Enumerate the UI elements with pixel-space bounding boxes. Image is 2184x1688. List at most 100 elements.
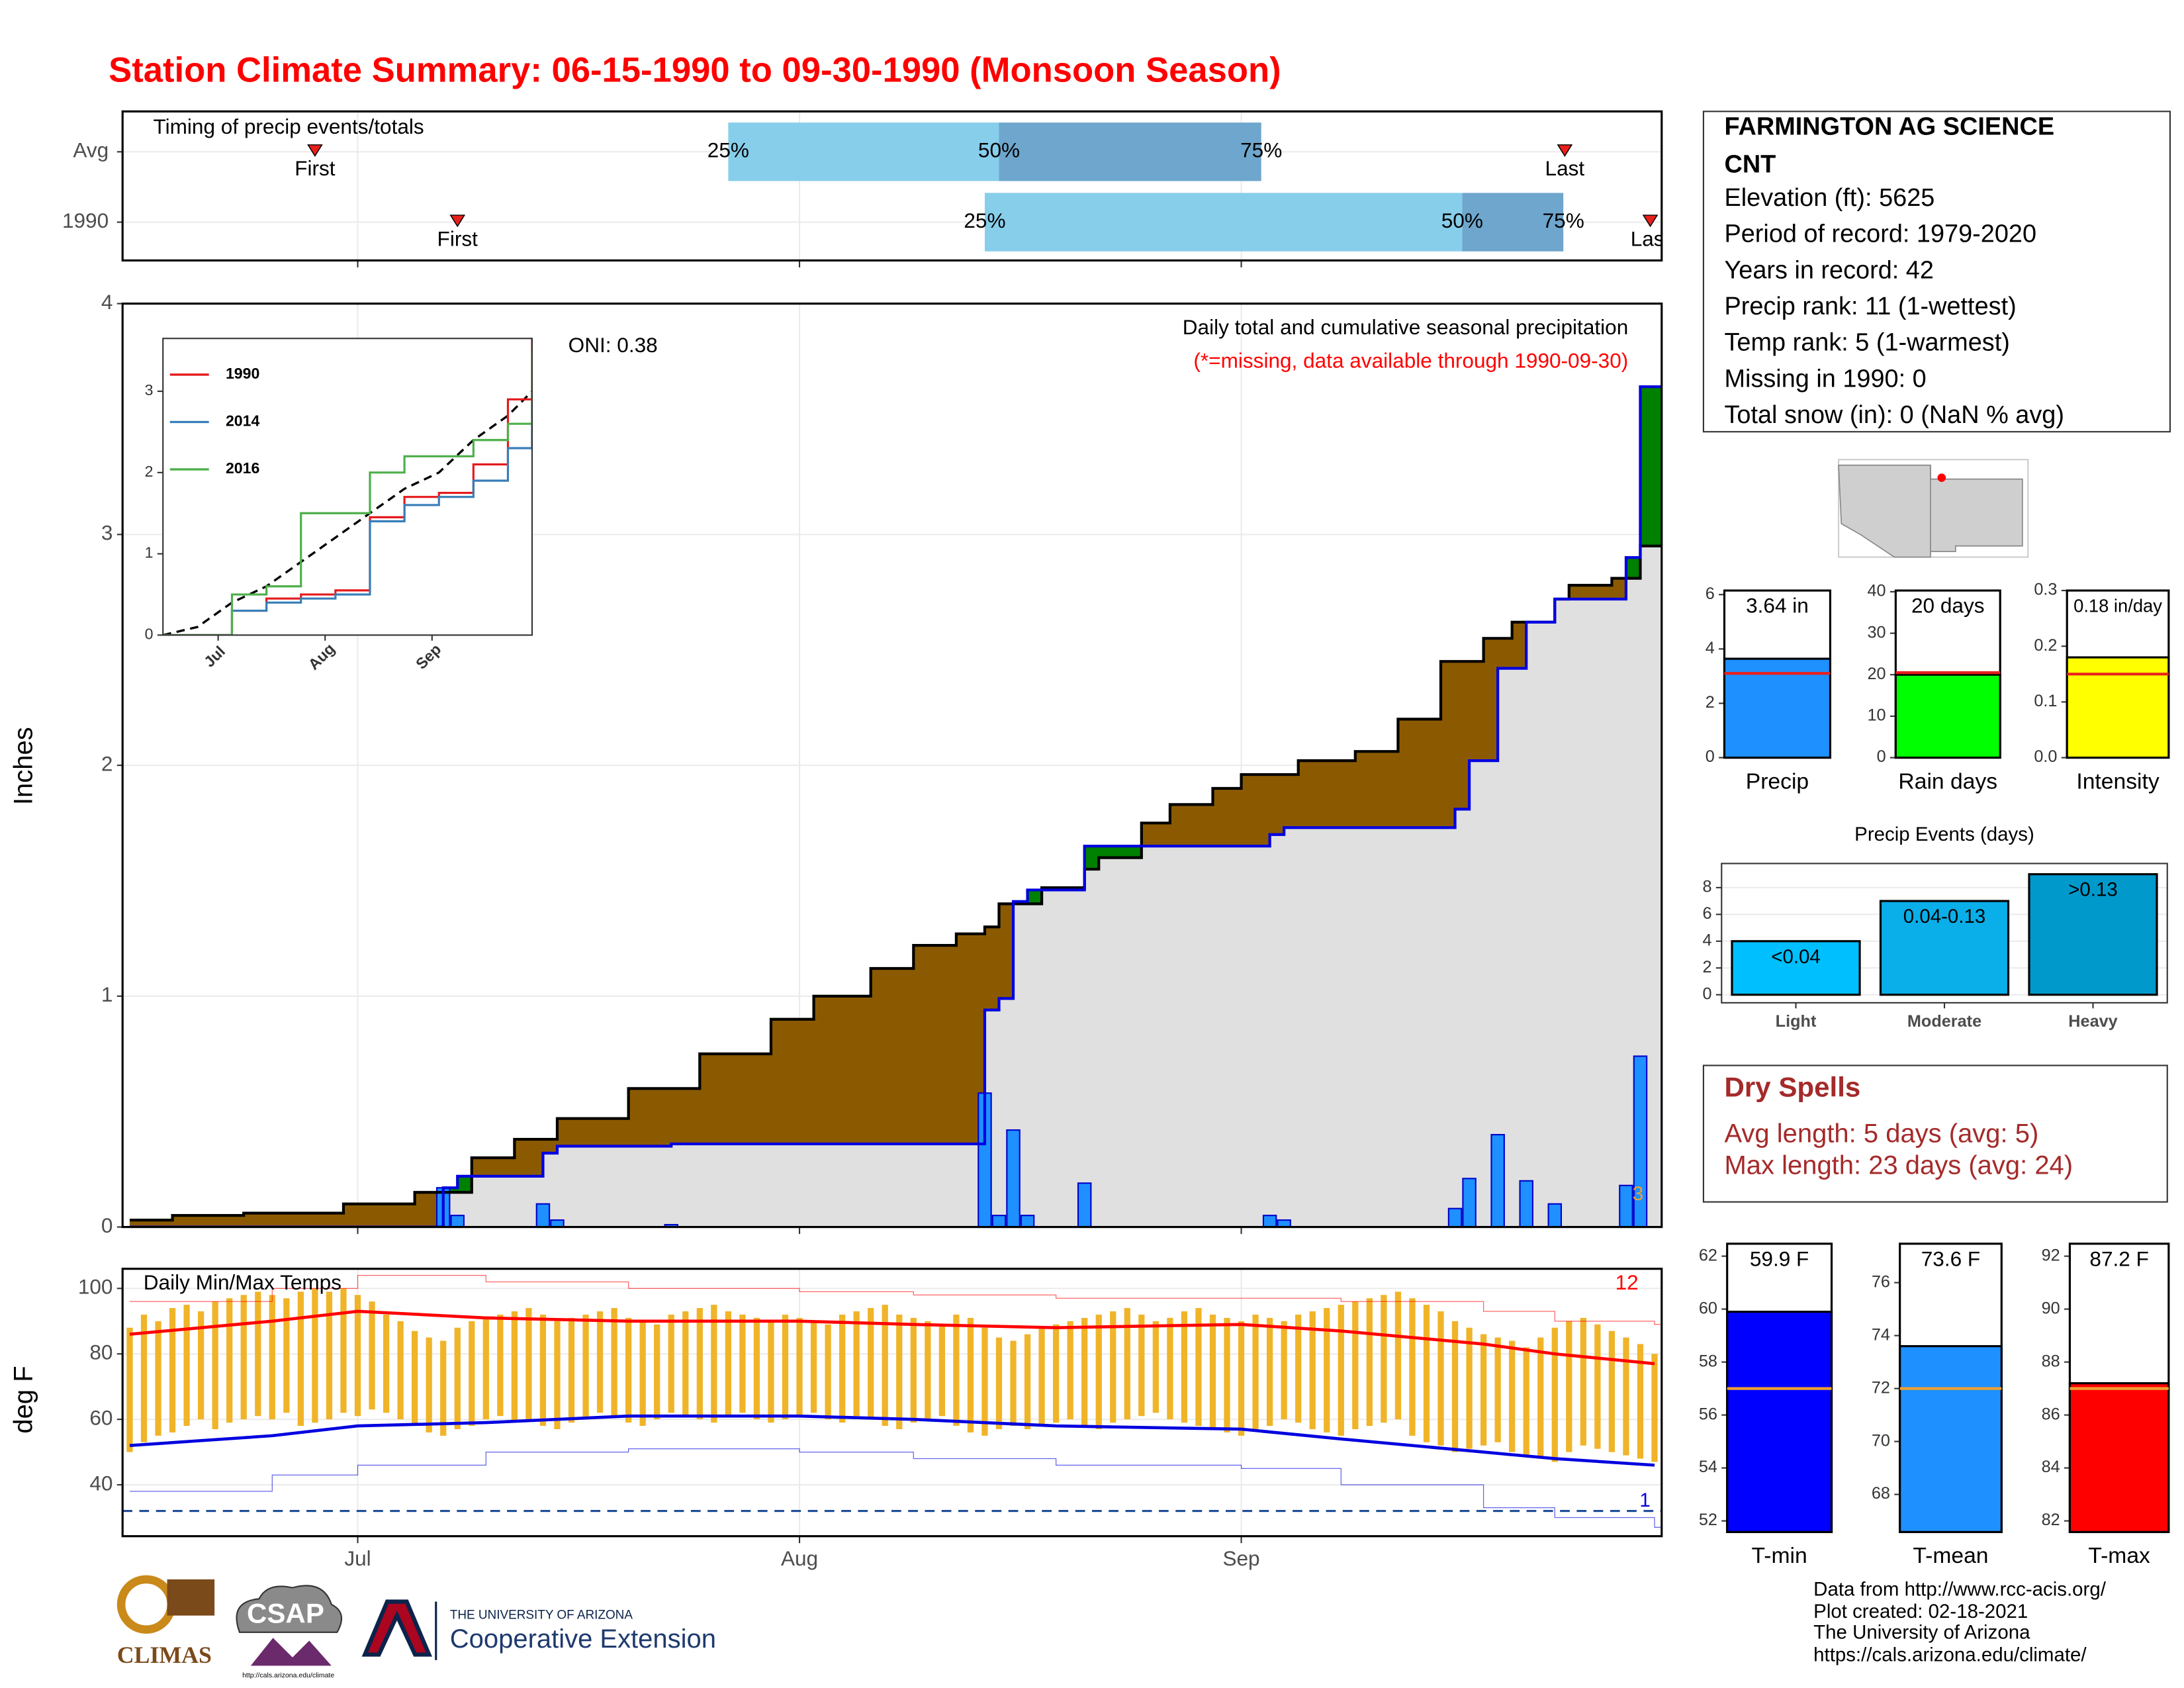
y-tick-label: 0.3 bbox=[2034, 581, 2057, 599]
y-tick-label: 4 bbox=[101, 290, 113, 314]
value-label: 3.64 in bbox=[1746, 594, 1809, 618]
daily-temp-bar bbox=[953, 1314, 960, 1427]
daily-temp-bar bbox=[1224, 1317, 1230, 1432]
inset-background bbox=[163, 338, 532, 635]
daily-temp-bar bbox=[1266, 1317, 1273, 1427]
bar-label: <0.04 bbox=[1771, 946, 1821, 968]
bar bbox=[2028, 873, 2158, 996]
y-tick-label: 0 bbox=[1877, 747, 1886, 766]
dry-spells-line: Avg length: 5 days (avg: 5) bbox=[1724, 1119, 2038, 1148]
daily-temp-bar bbox=[711, 1305, 717, 1423]
observed-cumulative-line bbox=[129, 385, 1662, 1227]
y-tick-label: 2 bbox=[1702, 958, 1711, 976]
daily-temp-bar bbox=[511, 1311, 518, 1423]
quartile-bar bbox=[728, 122, 999, 181]
daily-temp-bar bbox=[1038, 1327, 1045, 1427]
legend-label: 2016 bbox=[226, 459, 260, 477]
bar bbox=[1894, 673, 2001, 759]
y-tick-label: 2 bbox=[101, 751, 113, 775]
daily-temp-bar bbox=[1494, 1337, 1501, 1442]
daily-temp-bar bbox=[1081, 1317, 1088, 1427]
daily-temp-bar bbox=[1209, 1314, 1216, 1429]
category-label: T-mean bbox=[1913, 1544, 1988, 1568]
y-tick-label: 70 bbox=[1872, 1431, 1890, 1450]
temp-marks bbox=[122, 1274, 1662, 1528]
daily-temp-bar bbox=[226, 1298, 233, 1423]
y-axis-label: Inches bbox=[9, 727, 38, 805]
daily-temp-bar bbox=[839, 1314, 846, 1423]
percent-label: 75% bbox=[1543, 209, 1584, 232]
daily-temp-bar bbox=[354, 1295, 361, 1417]
y-tick-label: 0.0 bbox=[2034, 747, 2057, 766]
record-low-count: 1 bbox=[1639, 1489, 1650, 1511]
plot-frame bbox=[121, 110, 1663, 262]
daily-temp-bar bbox=[796, 1317, 803, 1417]
chart-title: Daily Min/Max Temps bbox=[144, 1270, 341, 1294]
series-line bbox=[163, 391, 532, 635]
daily-temp-bar bbox=[625, 1317, 632, 1423]
daily-precip-bar bbox=[1519, 1180, 1533, 1227]
daily-precip-bar bbox=[1006, 1129, 1021, 1227]
daily-temp-bar bbox=[183, 1305, 190, 1427]
daily-temp-bar bbox=[1537, 1337, 1544, 1459]
chart-title: Daily total and cumulative seasonal prec… bbox=[1183, 315, 1628, 339]
daily-temp-bar bbox=[240, 1295, 247, 1420]
daily-precip-bar bbox=[550, 1219, 565, 1227]
y-tick-label: 76 bbox=[1872, 1272, 1890, 1291]
daily-temp-bar bbox=[853, 1311, 860, 1417]
daily-temp-bar bbox=[497, 1314, 504, 1417]
daily-temp-bar bbox=[967, 1317, 974, 1432]
daily-temp-bar bbox=[1238, 1321, 1245, 1436]
daily-temp-bar bbox=[782, 1314, 789, 1420]
category-label: Rain days bbox=[1898, 769, 1997, 794]
daily-temp-bar bbox=[1623, 1337, 1629, 1456]
daily-precip-bar bbox=[1619, 1184, 1633, 1227]
daily-temp-bar bbox=[340, 1288, 347, 1413]
y-tick-label: 0 bbox=[1702, 984, 1711, 1003]
csap-logo bbox=[236, 1585, 343, 1633]
daily-temp-bar bbox=[155, 1321, 161, 1436]
station-location bbox=[1937, 473, 1946, 482]
plot-background bbox=[122, 1268, 1662, 1536]
daily-temp-bar bbox=[753, 1317, 760, 1420]
y-tick-label: 86 bbox=[2042, 1405, 2060, 1423]
timeline-title: Timing of precip events/totals bbox=[154, 115, 424, 138]
value-label: 0.18 in/day bbox=[2073, 596, 2162, 616]
daily-temp-bar bbox=[925, 1321, 931, 1420]
daily-temp-bar bbox=[426, 1337, 432, 1432]
category-label: Intensity bbox=[2076, 769, 2160, 794]
value-label: 59.9 F bbox=[1750, 1246, 1809, 1270]
event-label: First bbox=[295, 156, 336, 180]
y-tick-label: 80 bbox=[89, 1340, 113, 1364]
y-tick-label: 8 bbox=[1702, 878, 1711, 896]
daily-temp-bar bbox=[1637, 1344, 1644, 1459]
y-tick-label: 60 bbox=[89, 1405, 113, 1429]
value-label: 20 days bbox=[1911, 594, 1985, 618]
x-tick-label: Light bbox=[1776, 1012, 1817, 1031]
y-tick-label: 0 bbox=[1706, 747, 1715, 766]
event-label: Last bbox=[1545, 156, 1585, 180]
bar bbox=[2066, 656, 2170, 759]
daily-precip-bar bbox=[1077, 1182, 1092, 1227]
logo-text: CLIMAS bbox=[117, 1642, 212, 1668]
csap-logo bbox=[250, 1638, 332, 1666]
info-line: Missing in 1990: 0 bbox=[1724, 365, 1926, 393]
daily-temp-bar bbox=[1138, 1314, 1145, 1417]
ua-logo bbox=[361, 1599, 432, 1657]
daily-precip-bar bbox=[1547, 1203, 1563, 1227]
quartile-bar bbox=[984, 193, 1463, 252]
y-tick-label: 3 bbox=[145, 381, 154, 399]
daily-temp-bar bbox=[1608, 1331, 1615, 1452]
record-high-line bbox=[129, 1274, 1662, 1325]
series-line bbox=[163, 350, 532, 635]
daily-temp-bar bbox=[255, 1291, 261, 1417]
inset-lines bbox=[163, 338, 532, 635]
y-tick-label: 40 bbox=[1868, 582, 1886, 600]
daily-temp-bar bbox=[1281, 1321, 1287, 1420]
event-marker bbox=[1642, 214, 1659, 228]
x-tick-label: Jul bbox=[344, 1546, 371, 1570]
y-tick-label: 40 bbox=[89, 1471, 113, 1495]
y-tick-label: 6 bbox=[1706, 585, 1715, 603]
daily-temp-bar bbox=[169, 1308, 176, 1432]
